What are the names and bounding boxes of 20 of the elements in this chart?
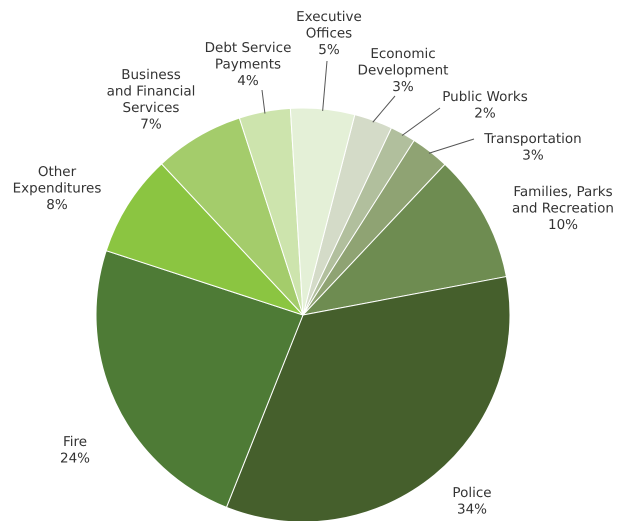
data-label: 7% xyxy=(140,116,162,132)
data-label: 5% xyxy=(318,42,340,58)
data-label: 34% xyxy=(456,502,488,518)
slice-label: Fire xyxy=(62,434,88,450)
data-label: 3% xyxy=(522,148,544,164)
slice-label: Executive Offices xyxy=(296,9,362,42)
data-label: 2% xyxy=(474,106,496,122)
data-label: 8% xyxy=(46,197,68,213)
slice-label: Families, Parks and Recreation xyxy=(512,184,614,216)
slice-label: Other Expenditures xyxy=(12,164,102,196)
data-label: 4% xyxy=(237,73,259,89)
data-label: 24% xyxy=(60,450,90,466)
slice-label: Police xyxy=(452,485,492,501)
slice-label: Business and Financial Services xyxy=(106,67,196,116)
data-label: 3% xyxy=(392,79,414,95)
slice-label: Transportation xyxy=(483,131,582,147)
data-label: 10% xyxy=(548,217,578,233)
slice-label: Public Works xyxy=(442,89,528,105)
slice-label: Debt Service Payments xyxy=(204,40,292,72)
slice-label: Economic Development xyxy=(358,46,448,78)
